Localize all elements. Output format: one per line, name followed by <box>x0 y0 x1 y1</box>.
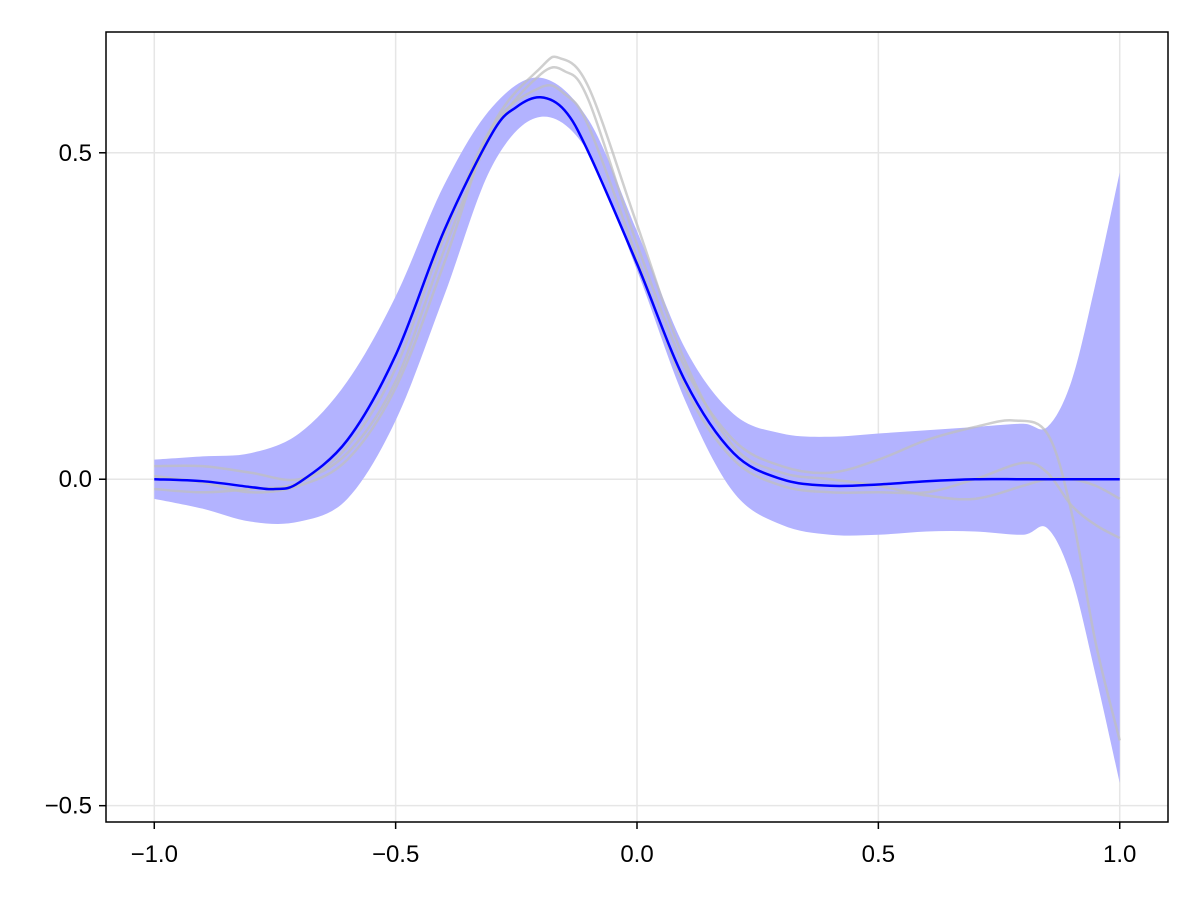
sample-line-1 <box>154 66 1121 741</box>
y-tick-label: 0.5 <box>59 140 92 167</box>
x-tick-label: 0.0 <box>620 841 653 868</box>
x-tick-label: 0.5 <box>862 841 895 868</box>
mean-line <box>154 96 1120 491</box>
x-tick-label: −1.0 <box>131 841 178 868</box>
confidence-band-layer <box>154 77 1120 783</box>
y-tick-label: 0.0 <box>59 466 92 493</box>
x-tick-label: −0.5 <box>372 841 419 868</box>
confidence-band <box>154 77 1120 783</box>
mean-line-layer <box>154 96 1120 491</box>
sample-line-3 <box>154 55 1121 501</box>
sample-line-2 <box>154 84 1121 540</box>
y-tick-label: −0.5 <box>45 793 92 820</box>
x-axis: −1.0 −0.5 0.0 0.5 1.0 <box>131 822 1136 868</box>
x-tick-label: 1.0 <box>1103 841 1136 868</box>
y-axis: −0.5 0.0 0.5 <box>45 140 106 820</box>
sample-lines-layer <box>154 55 1121 741</box>
